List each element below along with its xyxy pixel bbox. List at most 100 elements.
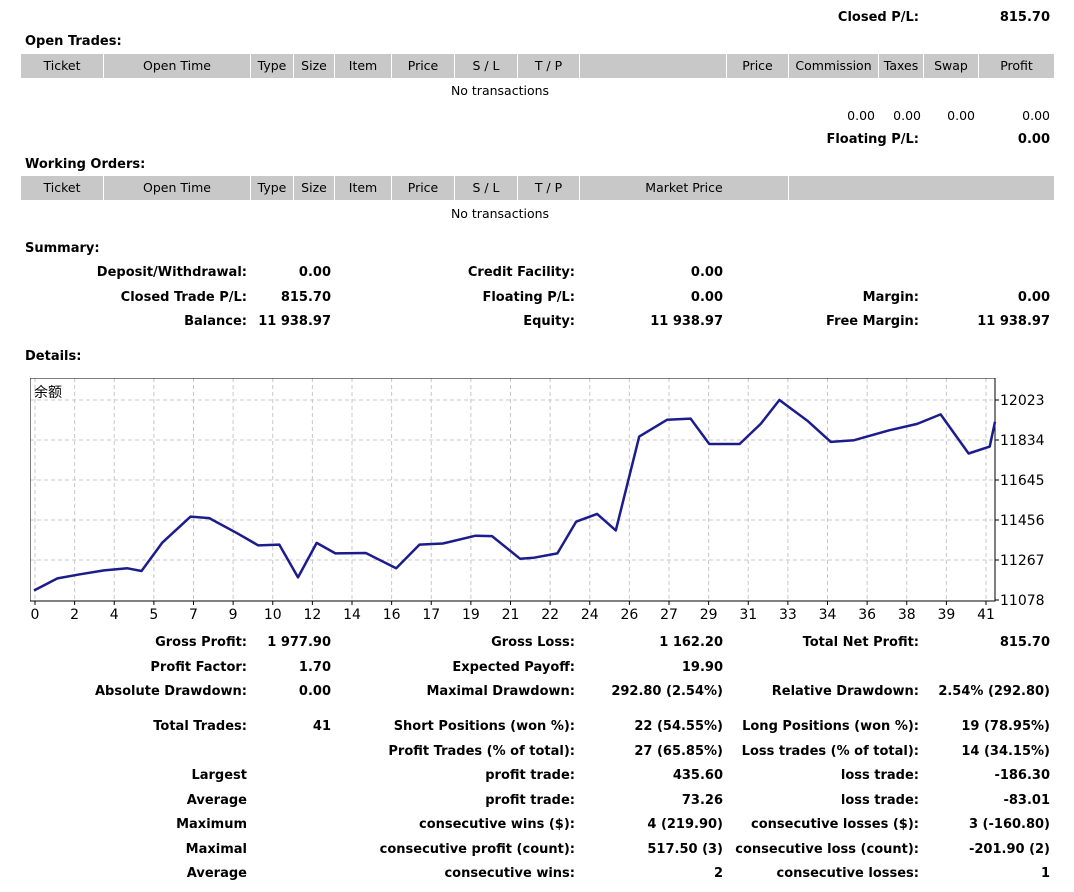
largest-profit-label: profit trade: (485, 768, 575, 783)
maximal-consecutive-loss-label: consecutive loss (count): (735, 842, 919, 857)
closed-trade-pl-value: 815.70 (280, 290, 331, 305)
absolute-drawdown-value: 0.00 (298, 684, 331, 699)
open-floating-pl-label: Floating P/L: (826, 132, 919, 147)
free-margin-value: 11 938.97 (977, 314, 1050, 329)
open-trades-swap-total: 0.00 (947, 108, 975, 123)
margin-label: Margin: (862, 290, 919, 305)
open-floating-pl-value: 0.00 (1017, 132, 1050, 147)
working-orders-title: Working Orders: (25, 157, 146, 172)
max-consecutive-wins-value: 4 (219.90) (647, 817, 723, 832)
y-tick-label: 11078 (1000, 593, 1045, 609)
gross-profit-label: Gross Profit: (155, 635, 247, 650)
short-positions-label: Short Positions (won %): (393, 719, 575, 734)
y-tick-label: 11834 (1000, 433, 1045, 449)
average-consecutive-wins-label: consecutive wins: (444, 866, 575, 881)
average-consecutive-losses-value: 1 (1040, 866, 1050, 881)
total-trades-label: Total Trades: (153, 719, 247, 734)
maximal-drawdown-label: Maximal Drawdown: (426, 684, 575, 699)
details-title: Details: (25, 349, 82, 364)
max-consecutive-losses-label: consecutive losses ($): (751, 817, 919, 832)
col-close-price: Price (727, 54, 788, 78)
x-tick-label: 21 (502, 607, 520, 623)
loss-trades-value: 14 (34.15%) (961, 744, 1050, 759)
largest-loss-label: loss trade: (840, 768, 919, 783)
col-profit: Profit (979, 54, 1054, 78)
col-tp: T / P (518, 176, 579, 200)
balance-chart: 0 2 4 5 7 9 10 12 14 16 17 19 21 22 24 26 27 29 31 33 34 36 38… (29, 377, 1054, 624)
x-tick-label: 26 (620, 607, 638, 623)
summary-floating-pl-label: Floating P/L: (482, 290, 575, 305)
average-profit-label: profit trade: (485, 793, 575, 808)
x-tick-label: 16 (383, 607, 401, 623)
open-trades-commission-total: 0.00 (847, 108, 875, 123)
col-size: Size (294, 54, 334, 78)
x-tick-label: 29 (700, 607, 718, 623)
y-tick-label: 11645 (1000, 473, 1045, 489)
long-positions-value: 19 (78.95%) (961, 719, 1050, 734)
margin-value: 0.00 (1017, 290, 1050, 305)
col-open-time: Open Time (104, 54, 250, 78)
y-tick-label: 11456 (1000, 513, 1045, 529)
col-ticket: Ticket (21, 176, 103, 200)
credit-facility-value: 0.00 (690, 265, 723, 280)
open-trades-empty: No transactions (450, 83, 550, 98)
x-tick-label: 14 (343, 607, 361, 623)
maximal-label: Maximal (185, 842, 247, 857)
balance-value: 11 938.97 (258, 314, 331, 329)
col-commission: Commission (789, 54, 878, 78)
total-net-profit-label: Total Net Profit: (802, 635, 919, 650)
plot-frame (29, 377, 996, 602)
profit-factor-label: Profit Factor: (150, 660, 247, 675)
credit-facility-label: Credit Facility: (467, 265, 575, 280)
average-label: Average (186, 793, 247, 808)
x-tick-label: 22 (541, 607, 559, 623)
relative-drawdown-label: Relative Drawdown: (771, 684, 919, 699)
equity-value: 11 938.97 (650, 314, 723, 329)
x-tick-label: 7 (189, 607, 198, 623)
gross-loss-value: 1 162.20 (659, 635, 723, 650)
closed-trade-pl-label: Closed Trade P/L: (120, 290, 247, 305)
max-consecutive-wins-label: consecutive wins ($): (418, 817, 575, 832)
x-tick-label: 10 (264, 607, 282, 623)
closed-pl-value: 815.70 (999, 10, 1050, 25)
x-tick-label: 19 (462, 607, 480, 623)
summary-title: Summary: (25, 241, 100, 256)
y-tick-label: 12023 (1000, 393, 1045, 409)
working-orders-empty: No transactions (450, 206, 550, 221)
open-trades-profit-total: 0.00 (1022, 108, 1050, 123)
x-tick-label: 39 (937, 607, 955, 623)
absolute-drawdown-label: Absolute Drawdown: (95, 684, 247, 699)
open-trades-header: Ticket Open Time Type Size Item Price S … (21, 54, 1054, 78)
x-tick-label: 41 (977, 607, 995, 623)
col-sl: S / L (455, 176, 517, 200)
x-tick-label: 27 (660, 607, 678, 623)
largest-loss-value: -186.30 (994, 768, 1050, 783)
balance-series-line (33, 398, 997, 592)
average-loss-value: -83.01 (1003, 793, 1050, 808)
col-open-time: Open Time (104, 176, 250, 200)
x-tick-label: 0 (31, 607, 40, 623)
average-consecutive-label: Average (186, 866, 247, 881)
col-blank (789, 176, 1054, 200)
col-item: Item (335, 54, 391, 78)
summary-floating-pl-value: 0.00 (690, 290, 723, 305)
col-type: Type (251, 54, 293, 78)
total-net-profit-value: 815.70 (999, 635, 1050, 650)
col-tp: T / P (518, 54, 579, 78)
x-tick-label: 5 (149, 607, 158, 623)
long-positions-label: Long Positions (won %): (742, 719, 919, 734)
balance-chart-svg: 0 2 4 5 7 9 10 12 14 16 17 19 21 22 24 26 27 29 31 33 34 36 38… (29, 377, 1045, 623)
col-price: Price (392, 54, 454, 78)
profit-trades-label: Profit Trades (% of total): (388, 744, 575, 759)
x-tick-label: 2 (70, 607, 79, 623)
gross-profit-value: 1 977.90 (267, 635, 331, 650)
expected-payoff-value: 19.90 (681, 660, 723, 675)
largest-profit-value: 435.60 (672, 768, 723, 783)
x-tick-label: 31 (739, 607, 757, 623)
col-size: Size (294, 176, 334, 200)
x-tick-label: 17 (422, 607, 440, 623)
x-tick-label: 4 (110, 607, 119, 623)
col-sl: S / L (455, 54, 517, 78)
expected-payoff-label: Expected Payoff: (452, 660, 575, 675)
working-orders-header: Ticket Open Time Type Size Item Price S … (21, 176, 1054, 200)
